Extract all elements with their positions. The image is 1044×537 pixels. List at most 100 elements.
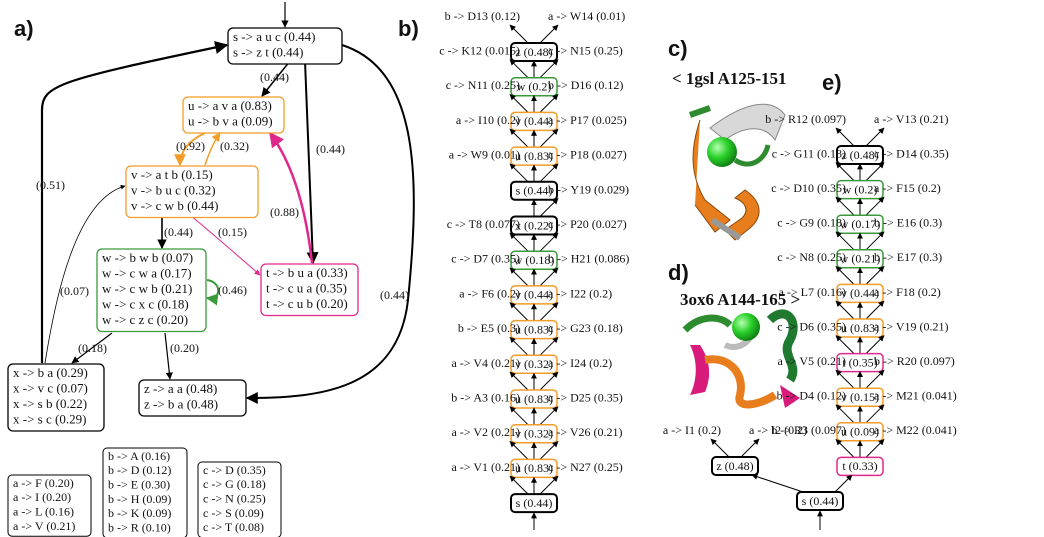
leaf-label: a -> W9 (0.01) — [449, 148, 520, 162]
panel-label: b) — [398, 16, 419, 41]
rule-text: t -> c u a (0.35) — [266, 281, 347, 296]
leaf-label: c -> G11 (0.18) — [772, 146, 846, 160]
rule-text: v -> c w b (0.44) — [131, 198, 218, 213]
state-box: w -> b w b (0.07)w -> c w a (0.17)w -> c… — [97, 249, 206, 332]
leaf-label: b -> D16 (0.12) — [548, 78, 623, 92]
arrow — [540, 60, 558, 78]
arrow — [510, 407, 528, 425]
leaf-label: a -> I1 (0.2) — [663, 423, 721, 437]
arrow — [510, 337, 528, 355]
rule-text: b -> R (0.10) — [108, 520, 171, 534]
rule-text: u -> a v a (0.83) — [188, 98, 272, 113]
edge-label: (0.88) — [270, 205, 299, 219]
leaf-label: b -> D13 (0.12) — [445, 9, 520, 23]
arrow — [540, 199, 558, 217]
arrow — [866, 405, 884, 423]
leaf-label: a -> V4 (0.21) — [451, 356, 520, 370]
edge-label: (0.07) — [60, 284, 89, 298]
leaf-label: c -> D14 (0.35) — [874, 146, 949, 160]
node-label: t (0.35) — [842, 355, 877, 369]
leaf-label: c -> D6 (0.35) — [777, 319, 846, 333]
arrow — [711, 439, 729, 457]
rule-text: z -> a a (0.48) — [144, 381, 217, 396]
rule-text: v -> a t b (0.15) — [131, 167, 213, 182]
rule-text: t -> b u a (0.33) — [266, 265, 348, 280]
arrow — [866, 301, 884, 319]
leaf-label: c -> N11 (0.25) — [446, 78, 520, 92]
leaf-label: a -> F15 (0.2) — [874, 181, 941, 195]
arrow — [836, 301, 854, 319]
state-box: u -> a v a (0.83)u -> b v a (0.09) — [183, 97, 284, 133]
edge — [305, 61, 313, 263]
leaf-label: a -> M22 (0.041) — [874, 423, 957, 437]
rule-text: z -> b a (0.48) — [144, 397, 218, 412]
node-label: w (0.2) — [843, 182, 878, 196]
rule-text: b -> E (0.30) — [108, 478, 170, 492]
leaf-label: a -> I2 (0.2) — [749, 423, 807, 437]
panel-label: e) — [822, 70, 842, 95]
leaf-label: c -> G9 (0.18) — [777, 216, 846, 230]
rule-text: c -> S (0.09) — [203, 506, 264, 520]
leaf-label: b -> E16 (0.3) — [874, 216, 942, 230]
leaf-label: c -> N8 (0.25) — [777, 250, 846, 264]
rule-text: w -> c x c (0.18) — [102, 297, 189, 312]
arrow — [836, 266, 854, 284]
state-box: x -> b a (0.29)x -> v c (0.07)x -> s b (… — [8, 364, 104, 431]
leaf-label: a -> V13 (0.21) — [874, 112, 949, 126]
rule-text: c -> N (0.25) — [203, 492, 266, 506]
rule-text: w -> c w a (0.17) — [102, 266, 192, 281]
leaf-label: a -> P17 (0.025) — [548, 113, 627, 127]
leaf-label: a -> V5 (0.21) — [777, 354, 846, 368]
leaf-label: b -> H21 (0.086) — [548, 252, 629, 266]
rule-text: x -> s b (0.22) — [13, 396, 87, 411]
rule-text: c -> D (0.35) — [203, 463, 266, 477]
leaf-label: b -> E17 (0.3) — [874, 250, 942, 264]
leaf-label: c -> N27 (0.25) — [548, 460, 623, 474]
leaf-label: a -> V19 (0.21) — [874, 319, 949, 333]
edge-label: (0.15) — [218, 225, 247, 239]
arrow — [866, 266, 884, 284]
arrow — [510, 372, 528, 390]
rule-text: w -> c w b (0.21) — [102, 281, 192, 296]
arrow — [540, 476, 558, 494]
leaf-label: c -> K12 (0.015) — [439, 43, 520, 57]
node-label: s (0.44) — [516, 496, 553, 510]
rule-text: s -> a u c (0.44) — [233, 29, 315, 44]
rule-text: s -> z t (0.44) — [233, 45, 304, 60]
arrow — [741, 439, 759, 457]
rule-text: w -> b w b (0.07) — [102, 250, 193, 265]
rule-text: b -> D (0.12) — [108, 463, 171, 477]
arrow — [540, 268, 558, 286]
arrow — [510, 94, 528, 112]
rule-text: b -> H (0.09) — [108, 492, 171, 506]
leaf-label: a -> F6 (0.2) — [459, 286, 520, 300]
edge-label: (0.44) — [260, 70, 289, 84]
arrow — [540, 164, 558, 182]
arrow — [510, 164, 528, 182]
panel-label: d) — [668, 260, 689, 285]
rule-text: x -> v c (0.07) — [13, 381, 88, 396]
arrow — [866, 370, 884, 388]
arrow — [866, 128, 884, 146]
state-box: t -> b u a (0.33)t -> c u a (0.35)t -> c… — [261, 264, 358, 316]
rule-text: a -> V (0.21) — [13, 519, 75, 533]
state-box: s -> a u c (0.44)s -> z t (0.44) — [228, 28, 342, 64]
arrow — [836, 163, 854, 181]
arrow — [540, 303, 558, 321]
edge-label: (0.44) — [164, 225, 193, 239]
leaf-label: a -> W14 (0.01) — [548, 9, 625, 23]
leaf-label: b -> D4 (0.12) — [777, 389, 846, 403]
arrow — [510, 60, 528, 78]
arrow — [836, 232, 854, 250]
state-box: z -> a a (0.48)z -> b a (0.48) — [139, 380, 246, 416]
leaf-label: a -> V26 (0.21) — [548, 425, 623, 439]
leaf-label: c -> N15 (0.25) — [548, 43, 623, 57]
arrow — [540, 129, 558, 147]
edge-label: (0.46) — [218, 283, 247, 297]
leaf-label: a -> F18 (0.2) — [874, 285, 941, 299]
panel-label: a) — [14, 16, 34, 41]
arrow — [752, 475, 806, 493]
leaf-label: a -> I24 (0.2) — [548, 356, 612, 370]
arrow — [510, 25, 528, 43]
figure: a) b) c) < 1gsl A125-151 d) 3ox6 A144-16… — [0, 0, 1044, 537]
